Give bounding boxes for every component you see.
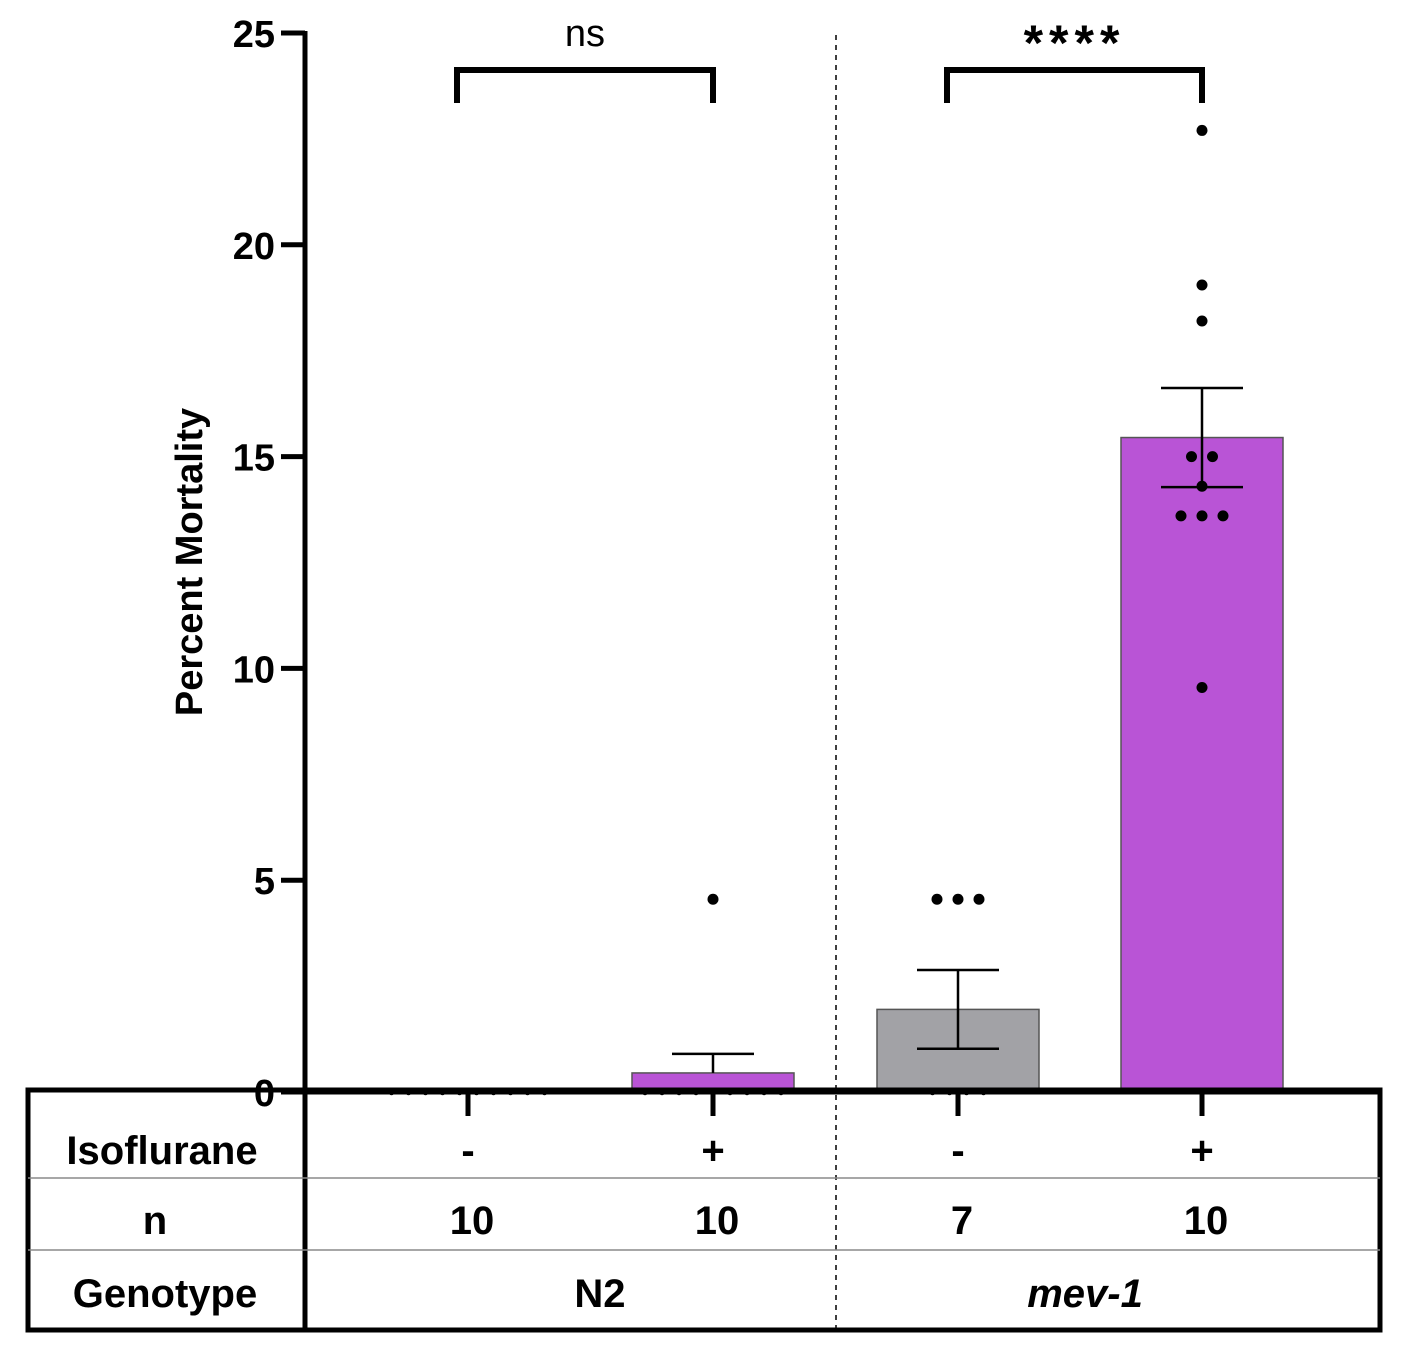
data-point bbox=[1196, 510, 1208, 522]
y-axis: 0 5 10 15 20 25 Percent Mortality bbox=[169, 14, 837, 1330]
bar bbox=[1120, 436, 1284, 1093]
genotype-label: mev-1 bbox=[1027, 1272, 1143, 1316]
y-axis-title: Percent Mortality bbox=[169, 408, 211, 716]
data-point bbox=[973, 893, 985, 905]
n-value: 7 bbox=[951, 1199, 973, 1243]
bars bbox=[631, 386, 1284, 1093]
significance-bracket bbox=[944, 67, 1205, 103]
data-point bbox=[1175, 510, 1187, 522]
row-label-genotype: Genotype bbox=[73, 1272, 257, 1316]
data-point bbox=[1196, 681, 1208, 693]
condition-table: Isoflurane n Genotype - 10 +10 - 7 +10 N2 mev-1 bbox=[25, 1087, 1383, 1333]
genotype-label: N2 bbox=[574, 1272, 625, 1316]
significance-bracket bbox=[454, 67, 716, 103]
significance-annotations: ns **** bbox=[454, 13, 1205, 103]
isoflurane-value: - bbox=[951, 1129, 964, 1173]
data-point bbox=[1217, 510, 1229, 522]
y-tick-label: 25 bbox=[233, 14, 275, 56]
data-point bbox=[952, 893, 964, 905]
data-points bbox=[388, 124, 1229, 1096]
y-tick-label: 10 bbox=[233, 649, 275, 691]
y-tick-label: 15 bbox=[233, 438, 275, 480]
significance-label: **** bbox=[1024, 15, 1126, 71]
row-label-isoflurane: Isoflurane bbox=[66, 1129, 257, 1173]
y-tick-label: 0 bbox=[254, 1073, 275, 1115]
data-point bbox=[1207, 451, 1218, 463]
data-point bbox=[1186, 451, 1197, 463]
isoflurane-value: + bbox=[701, 1129, 724, 1173]
data-point bbox=[1196, 315, 1208, 327]
data-point bbox=[1196, 480, 1208, 492]
data-point bbox=[931, 893, 943, 905]
data-point bbox=[1196, 124, 1208, 136]
data-point bbox=[707, 893, 719, 905]
isoflurane-value: - bbox=[461, 1129, 474, 1173]
y-tick-label: 5 bbox=[254, 861, 275, 903]
significance-label: ns bbox=[565, 13, 605, 55]
data-point bbox=[1196, 279, 1208, 291]
n-value: 10 bbox=[450, 1199, 495, 1243]
row-label-n: n bbox=[143, 1199, 167, 1243]
isoflurane-value: + bbox=[1190, 1129, 1213, 1173]
n-value: 10 bbox=[1184, 1199, 1229, 1243]
y-tick-label: 20 bbox=[233, 226, 275, 268]
n-value: 10 bbox=[695, 1199, 740, 1243]
